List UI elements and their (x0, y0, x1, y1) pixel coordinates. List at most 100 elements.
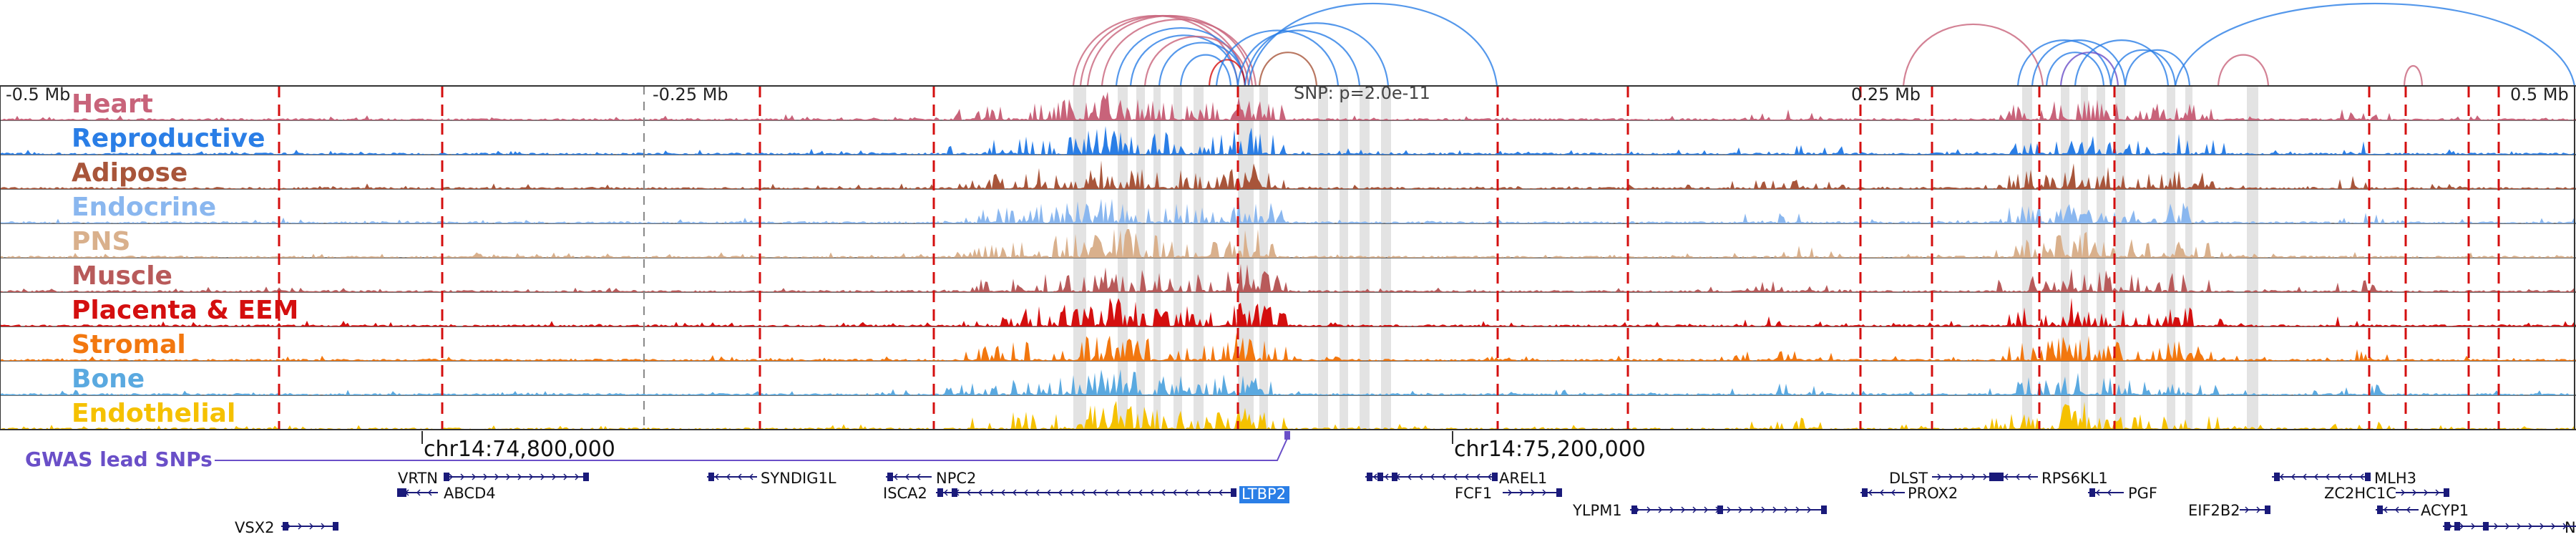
strand-arrow (1069, 489, 1074, 496)
strand-arrow (1727, 506, 1732, 513)
track-label-bone: Bone (72, 364, 145, 394)
interaction-arc (1079, 14, 1246, 87)
strand-arrow (1046, 489, 1051, 496)
interaction-arc (2031, 39, 2127, 87)
strand-arrow (1184, 489, 1189, 496)
interaction-arc (2403, 64, 2424, 87)
gene-exon (1631, 505, 1637, 514)
gene-label-acyp1: ACYP1 (2421, 502, 2469, 519)
strand-arrow (2302, 473, 2307, 480)
gwas-connector (215, 436, 1289, 461)
strand-arrow (427, 489, 432, 496)
gene-exon (1367, 473, 1372, 481)
track-signal-4 (0, 229, 2576, 258)
strand-arrow (1115, 489, 1120, 496)
strand-arrow (460, 473, 465, 480)
gene-exon (708, 473, 714, 481)
gene-label-vrtn: VRTN (398, 470, 438, 487)
gene-label-pgf: PGF (2128, 485, 2157, 502)
gwas-row: GWAS lead SNPs (25, 431, 1290, 471)
strand-arrow (2551, 523, 2556, 530)
strand-arrow (2383, 506, 2388, 513)
gene-label-syndig1l: SYNDIG1L (761, 470, 836, 487)
strand-arrow (2528, 523, 2533, 530)
interaction-arc (1179, 54, 1232, 87)
strand-arrow (1464, 473, 1469, 480)
strand-arrow (2412, 489, 2417, 496)
strand-arrow (1519, 489, 1524, 496)
gene-exon (401, 488, 406, 497)
gene-label-mlh3: MLH3 (2374, 470, 2416, 487)
strand-arrow (2471, 523, 2476, 530)
gene-exon (2483, 522, 2489, 531)
gene-exon (952, 488, 957, 497)
strand-arrow (2562, 523, 2567, 530)
strand-arrow (2107, 489, 2112, 496)
strand-arrow (2435, 489, 2440, 496)
strand-arrow (977, 489, 982, 496)
track-signal-3 (0, 195, 2576, 223)
gene-exon (397, 488, 403, 497)
strand-arrow (1681, 506, 1686, 513)
strand-arrow (2540, 523, 2545, 530)
axis-tick-label: -0.5 Mb (6, 84, 70, 105)
strand-arrow (989, 489, 994, 496)
gene-label-abcd4: ABCD4 (444, 485, 496, 502)
track-signals (0, 92, 2576, 430)
strand-arrow (298, 523, 303, 530)
strand-arrow (2325, 473, 2330, 480)
strand-arrow (748, 473, 753, 480)
gene-label-ltbp2: LTBP2 (1241, 485, 1286, 503)
gene-exon (1717, 505, 1723, 514)
interaction-arc (1247, 3, 1498, 87)
gwas-snp-marker (1284, 431, 1290, 440)
gene-exon (2377, 505, 2383, 514)
strand-arrow (1372, 473, 1377, 480)
strand-arrow (529, 473, 534, 480)
track-label-heart: Heart (72, 90, 153, 119)
strand-arrow (1784, 506, 1789, 513)
strand-arrow (1761, 506, 1766, 513)
strand-arrow (1092, 489, 1097, 496)
strand-arrow (472, 473, 477, 480)
strand-arrow (309, 523, 314, 530)
strand-arrow (943, 489, 948, 496)
strand-arrow (2256, 506, 2261, 513)
gene-exon (2444, 522, 2450, 531)
strand-arrow (2494, 523, 2499, 530)
strand-arrow (2459, 523, 2464, 530)
track-label-pns: PNS (72, 227, 130, 256)
strand-arrow (1138, 489, 1143, 496)
strand-arrow (2015, 473, 2020, 480)
gene-label-rps6kl1: RPS6KL1 (2041, 470, 2108, 487)
strand-arrow (2095, 489, 2100, 496)
interaction-arc (1086, 14, 1254, 87)
gene-exon (2274, 473, 2280, 481)
track-label-stromal: Stromal (72, 330, 186, 359)
boundary-lines (278, 86, 2500, 430)
gene-exon (2444, 488, 2449, 497)
gene-exon (2454, 522, 2460, 531)
coordinate-label: chr14:74,800,000 (424, 437, 615, 462)
strand-arrow (1000, 489, 1005, 496)
strand-arrow (2245, 506, 2250, 513)
strand-arrow (1890, 489, 1896, 496)
interaction-arc (1143, 35, 1250, 87)
gene-label-eif2b2: EIF2B2 (2188, 502, 2240, 519)
strand-arrow (1080, 489, 1085, 496)
strand-arrow (1218, 489, 1223, 496)
snp-label: SNP: p=2.0e-11 (1294, 83, 1430, 103)
interaction-arc (1236, 29, 1361, 87)
gene-label-isca2: ISCA2 (883, 485, 927, 502)
gene-exon (2365, 473, 2371, 481)
gene-exon (1989, 473, 1995, 481)
gene-exon (283, 522, 288, 531)
strand-arrow (1012, 489, 1017, 496)
gene-annotations: VRTN ABCD4 SYNDIG1L NPC2 ISCA2 LTBP2 VSX… (235, 470, 2576, 536)
interaction-arc (1258, 52, 1318, 87)
strand-arrow (916, 473, 921, 480)
strand-arrow (2004, 473, 2009, 480)
interaction-arc (1244, 22, 1390, 87)
gene-exon (1492, 473, 1498, 481)
